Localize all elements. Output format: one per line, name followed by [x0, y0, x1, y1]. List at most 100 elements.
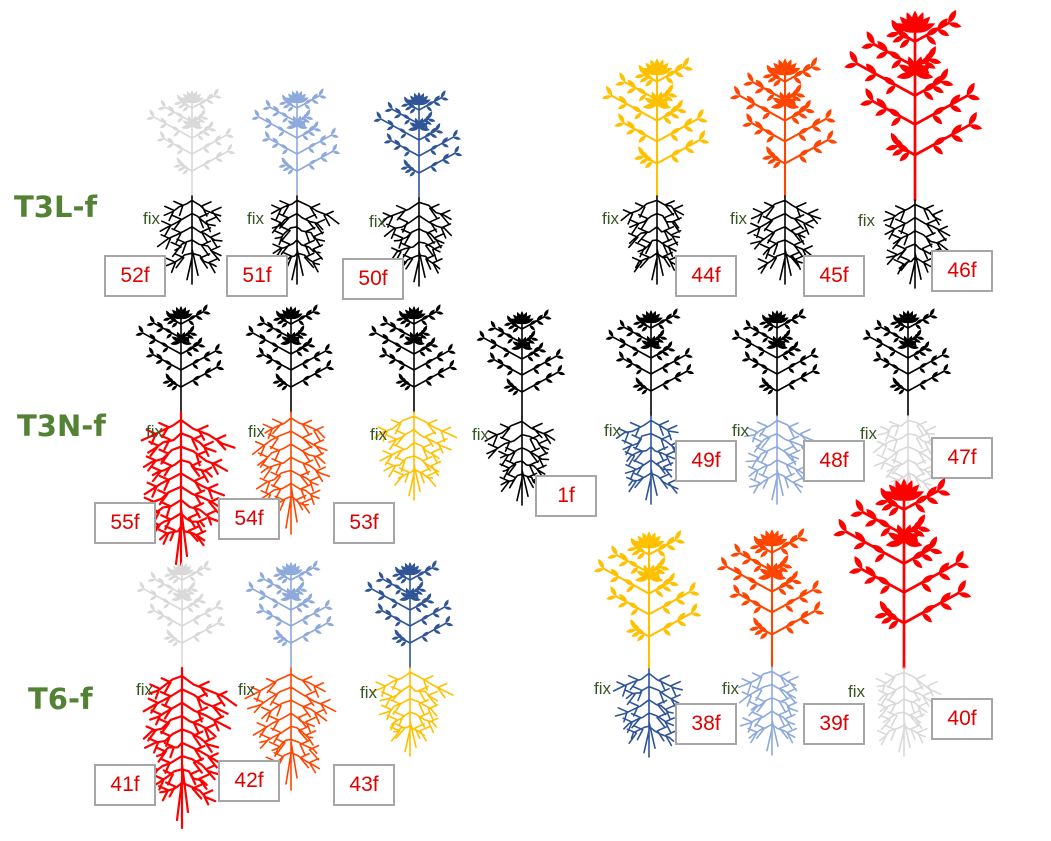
fix-label: fix — [848, 682, 865, 701]
plant-figure — [599, 306, 703, 514]
root-system — [142, 666, 238, 830]
plant-id-tag: 43f — [333, 764, 395, 806]
plant-id-tag: 47f — [931, 437, 993, 479]
plant-figure — [245, 86, 349, 294]
fix-label: fix — [238, 680, 255, 699]
root-system — [156, 195, 223, 285]
root-system — [875, 667, 942, 757]
shoot-branches — [380, 97, 456, 199]
plant-40f — [833, 478, 972, 757]
plant-1f — [476, 309, 566, 506]
plant-figure — [367, 88, 471, 296]
fix-label: fix — [858, 211, 875, 230]
plant-55f — [135, 304, 236, 574]
shoot-leaves — [245, 560, 335, 647]
shoot-branches — [252, 567, 328, 669]
plant-id-tag: 51f — [226, 255, 288, 297]
plant-id-tag: 41f — [94, 764, 156, 806]
plant-46f — [844, 10, 983, 289]
fix-label: fix — [604, 421, 621, 440]
shoot-leaves — [368, 304, 458, 391]
plant-figure — [830, 478, 978, 766]
plant-id-tag: 49f — [675, 440, 737, 482]
shoot-leaves — [731, 308, 821, 395]
plant-figure — [589, 529, 709, 767]
root-system — [738, 666, 799, 756]
shoot-branches — [738, 315, 814, 417]
plant-id-tag: 40f — [931, 698, 993, 740]
plant-figure — [362, 302, 466, 510]
root-system — [140, 410, 236, 574]
shoot-leaves — [833, 478, 972, 630]
root-system — [270, 195, 340, 285]
plant-figure — [712, 527, 832, 765]
plant-50f — [373, 90, 463, 287]
plant-48f — [731, 308, 821, 505]
root-system — [612, 668, 684, 758]
row-label-t3l: T3L-f — [14, 190, 98, 224]
shoot-leaves — [844, 10, 983, 162]
plant-id-tag: 50f — [342, 258, 404, 300]
shoot-leaves — [245, 304, 335, 391]
shoot-branches — [602, 537, 693, 671]
shoot-leaves — [364, 560, 454, 647]
fix-label: fix — [248, 422, 265, 441]
fix-label: fix — [860, 424, 877, 443]
plant-id-tag: 38f — [675, 703, 737, 745]
fix-label: fix — [730, 209, 747, 228]
plant-53f — [368, 304, 458, 501]
plant-id-tag: 53f — [333, 502, 395, 544]
shoot-branches — [252, 311, 328, 413]
fix-label: fix — [146, 422, 163, 441]
fix-label: fix — [732, 421, 749, 440]
shoot-branches — [375, 311, 451, 413]
fix-label: fix — [143, 209, 160, 228]
shoot-leaves — [476, 309, 566, 396]
plant-39f — [716, 528, 825, 756]
plant-id-tag: 52f — [104, 255, 166, 297]
fix-label: fix — [136, 680, 153, 699]
plant-id-tag: 42f — [218, 760, 280, 802]
shoot-leaves — [146, 88, 236, 175]
shoot-branches — [153, 95, 229, 197]
shoot-branches — [371, 567, 447, 669]
plant-figure — [725, 56, 845, 294]
root-system — [371, 667, 454, 757]
plant-id-tag: 55f — [94, 502, 156, 544]
plant-43f — [364, 560, 454, 757]
shoot-branches — [258, 95, 334, 197]
plant-49f — [605, 308, 695, 505]
plant-38f — [593, 530, 702, 758]
root-system — [615, 415, 682, 505]
fix-label: fix — [369, 212, 386, 231]
shoot-leaves — [251, 88, 341, 175]
root-system — [747, 195, 822, 285]
plant-id-tag: 45f — [803, 255, 865, 297]
shoot-leaves — [136, 560, 226, 647]
plant-figure — [358, 558, 462, 766]
row-label-t6: T6-f — [28, 682, 93, 716]
shoot-leaves — [601, 57, 710, 169]
plant-figure — [140, 86, 244, 294]
shoot-branches — [845, 486, 960, 670]
root-system — [374, 411, 458, 501]
shoot-branches — [483, 316, 559, 418]
shoot-branches — [869, 315, 945, 417]
plant-figure — [470, 307, 574, 515]
plant-51f — [251, 88, 341, 285]
shoot-branches — [725, 535, 816, 669]
shoot-branches — [856, 18, 971, 202]
plant-id-tag: 48f — [803, 440, 865, 482]
shoot-leaves — [373, 90, 463, 177]
plant-figure — [114, 558, 250, 838]
plant-52f — [146, 88, 236, 285]
fix-label: fix — [360, 683, 377, 702]
root-system — [620, 195, 685, 285]
plant-figure — [113, 302, 249, 582]
shoot-leaves — [593, 530, 702, 642]
fix-label: fix — [370, 425, 387, 444]
plant-44f — [601, 57, 710, 285]
row-label-t3n: T3N-f — [17, 409, 106, 443]
fix-label: fix — [602, 209, 619, 228]
fix-label: fix — [594, 679, 611, 698]
